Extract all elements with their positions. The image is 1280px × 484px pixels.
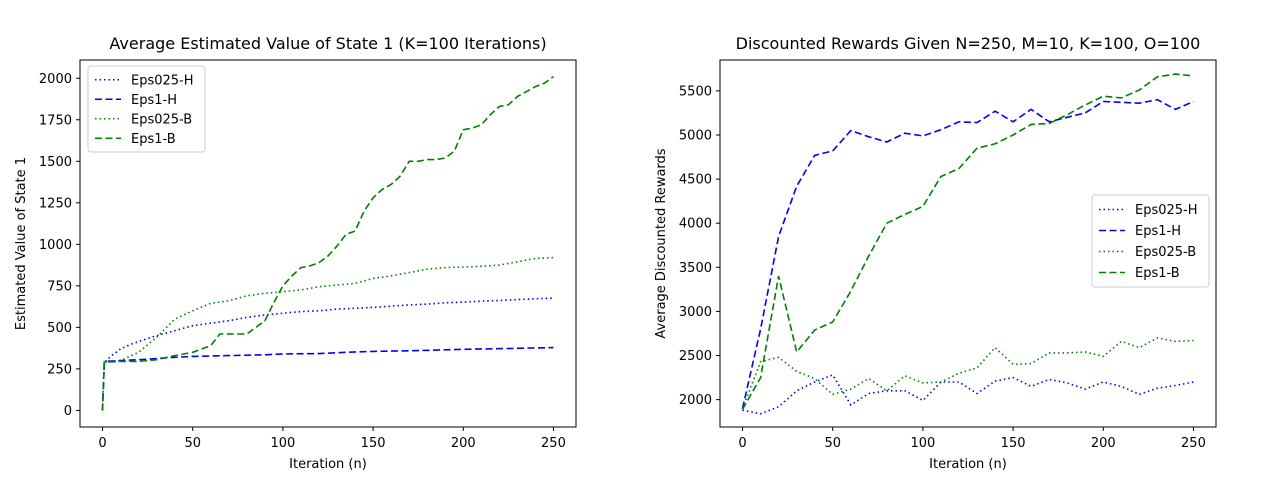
series-line-eps1-h [741, 98, 1194, 409]
axes-frame [79, 59, 577, 428]
y-tick-label: 1500 [39, 155, 72, 170]
y-tick-label: 4000 [679, 217, 712, 232]
series-line-eps1-b [741, 73, 1194, 410]
x-tick-label: 150 [361, 436, 386, 451]
x-tick-label: 250 [541, 436, 566, 451]
y-tick-label: 2500 [679, 349, 712, 364]
y-tick-label: 0 [64, 404, 72, 419]
y-tick-label: 5000 [679, 128, 712, 143]
y-tick-label: 3500 [679, 261, 712, 276]
left-chart-panel: 0 50 100 150 200 250 0 250 500 750 1000 1250 1500 175… [14, 34, 577, 472]
legend-label: Eps1-H [131, 93, 177, 108]
legend-label: Eps025-B [131, 112, 192, 127]
right-chart-panel: 0 50 100 150 200 250 2000 2500 3000 3500 4000 4500 5… [654, 34, 1217, 472]
x-tick-label: 200 [1091, 436, 1116, 451]
chart-title: Discounted Rewards Given N=250, M=10, K=… [736, 34, 1201, 53]
series-line-eps025-h [742, 373, 1194, 415]
legend: Eps025-H Eps1-H Eps025-B Eps1-B [87, 65, 206, 153]
x-tick-label: 50 [184, 436, 201, 451]
chart-title: Average Estimated Value of State 1 (K=10… [109, 34, 546, 53]
legend-label: Eps025-H [1135, 203, 1198, 218]
legend-label: Eps1-B [1135, 266, 1180, 281]
y-tick-label: 4500 [679, 173, 712, 188]
y-tick-label: 1750 [39, 113, 72, 128]
x-tick-label: 200 [451, 436, 476, 451]
x-tick-label: 100 [270, 436, 295, 451]
legend-label: Eps025-B [1135, 245, 1196, 260]
legend-box [1091, 194, 1210, 288]
y-axis-label: Average Discounted Rewards [654, 148, 669, 338]
y-tick-label: 500 [47, 321, 72, 336]
y-tick-label: 5500 [679, 84, 712, 99]
x-axis-label: Iteration (n) [929, 457, 1007, 472]
y-tick-label: 250 [47, 362, 72, 377]
legend-label: Eps025-H [131, 73, 194, 88]
series-line-eps1-b [101, 75, 554, 411]
x-tick-label: 250 [1181, 436, 1206, 451]
series-line-eps1-h [101, 346, 554, 411]
y-tick-label: 3000 [679, 305, 712, 320]
y-tick-label: 1250 [39, 196, 72, 211]
x-tick-label: 100 [910, 436, 935, 451]
x-tick-label: 0 [98, 436, 106, 451]
series-line-eps025-b [741, 337, 1194, 409]
legend-label: Eps1-H [1135, 224, 1181, 239]
y-tick-label: 2000 [679, 393, 712, 408]
x-axis-label: Iteration (n) [289, 457, 367, 472]
y-tick-label: 750 [47, 279, 72, 294]
axes-frame [719, 59, 1217, 428]
legend: Eps025-H Eps1-H Eps025-B Eps1-B [1091, 194, 1210, 288]
series-line-eps025-h [101, 297, 554, 411]
y-tick-label: 1000 [39, 238, 72, 253]
x-tick-label: 0 [738, 436, 746, 451]
legend-label: Eps1-B [131, 132, 176, 147]
x-tick-label: 50 [824, 436, 841, 451]
legend-box [87, 65, 206, 153]
series-line-eps025-b [101, 256, 554, 411]
y-tick-label: 2000 [39, 72, 72, 87]
x-tick-label: 150 [1001, 436, 1026, 451]
y-axis-label: Estimated Value of State 1 [14, 157, 29, 330]
